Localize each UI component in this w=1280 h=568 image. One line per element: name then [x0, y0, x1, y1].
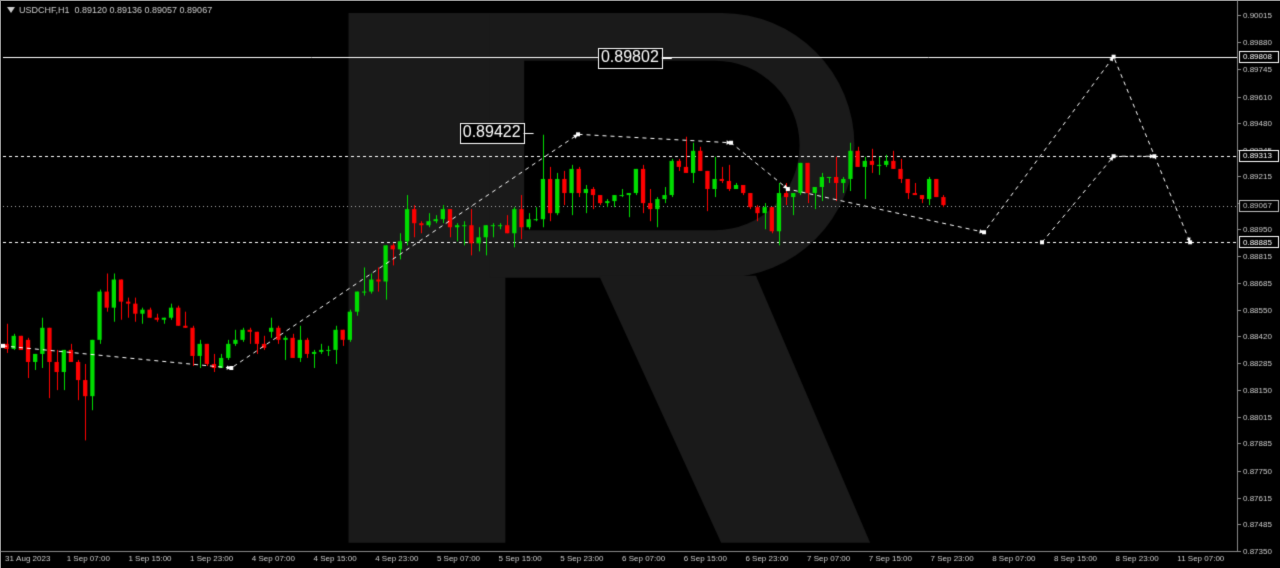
chart-container[interactable]: USDCHF,H1 [0, 0, 1280, 568]
price-chart-canvas [1, 1, 1280, 568]
